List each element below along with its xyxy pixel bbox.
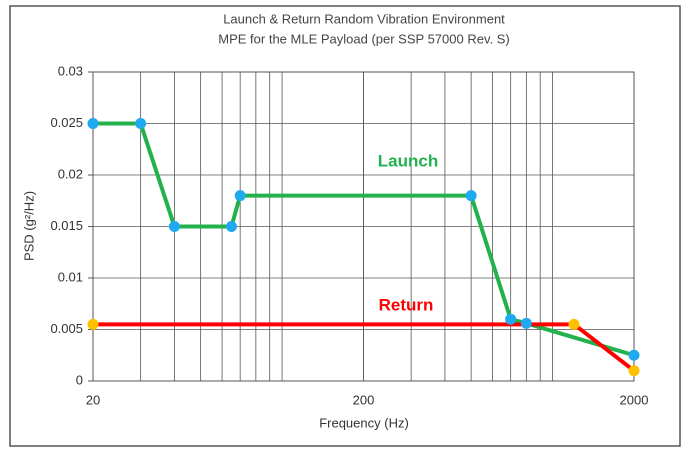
marker [628, 365, 640, 377]
plot-border [92, 71, 635, 382]
marker [135, 118, 147, 129]
y-tick-label: 0.02 [58, 166, 83, 181]
marker [225, 221, 237, 232]
marker [520, 317, 532, 329]
marker [87, 318, 99, 330]
series-label: Launch [378, 151, 438, 170]
series-label: Return [379, 295, 434, 314]
y-tick-label: 0.005 [50, 321, 83, 336]
x-tick-label: 20 [86, 392, 100, 407]
x-tick-label: 200 [353, 392, 375, 407]
y-tick-label: 0.03 [58, 63, 83, 78]
marker [168, 221, 180, 232]
x-tick-label: 2000 [620, 392, 649, 407]
marker [87, 118, 99, 129]
y-tick-label: 0.025 [50, 115, 83, 130]
marker [568, 318, 580, 330]
chart-subtitle: MPE for the MLE Payload (per SSP 57000 R… [218, 31, 509, 46]
chart-title: Launch & Return Random Vibration Environ… [223, 11, 505, 26]
y-tick-label: 0.015 [50, 218, 83, 233]
marker [234, 190, 246, 202]
chart-frame [9, 5, 681, 447]
marker [465, 190, 477, 202]
marker [505, 313, 517, 325]
marker [628, 349, 640, 361]
y-tick-label: 0.01 [58, 269, 83, 284]
y-axis-label: PSD (g²/Hz) [21, 191, 36, 261]
x-axis-label: Frequency (Hz) [319, 415, 409, 430]
y-tick-label: 0 [76, 372, 83, 387]
